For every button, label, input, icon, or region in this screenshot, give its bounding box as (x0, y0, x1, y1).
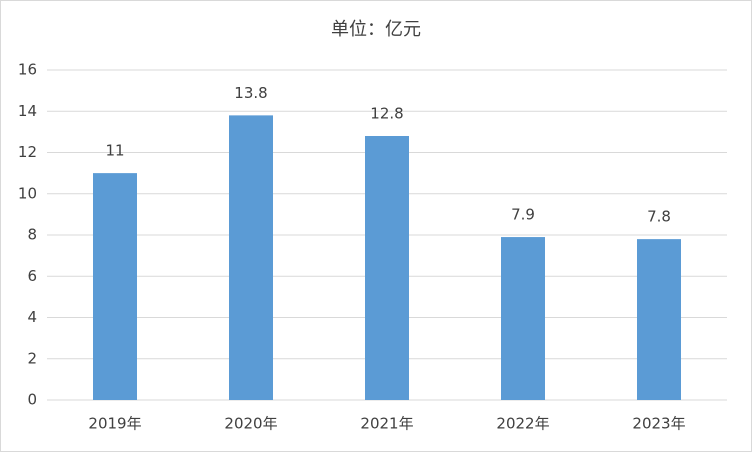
y-tick-label: 16 (18, 61, 37, 79)
data-label: 13.8 (234, 84, 267, 102)
chart-title: 单位：亿元 (331, 19, 421, 40)
x-tick-label: 2019年 (88, 415, 141, 433)
data-label: 11 (105, 142, 124, 160)
x-tick-label: 2020年 (224, 415, 277, 433)
bar (229, 115, 273, 400)
x-tick-label: 2022年 (496, 415, 549, 433)
bar (93, 173, 137, 400)
y-tick-label: 8 (27, 226, 37, 244)
data-label: 7.8 (647, 208, 671, 226)
y-tick-label: 6 (27, 267, 37, 285)
y-tick-label: 0 (27, 391, 37, 409)
bar (365, 136, 409, 400)
data-label: 7.9 (511, 206, 535, 224)
x-tick-label: 2021年 (360, 415, 413, 433)
y-tick-label: 2 (27, 349, 37, 367)
y-tick-label: 4 (27, 308, 37, 326)
x-tick-label: 2023年 (632, 415, 685, 433)
y-tick-label: 10 (18, 184, 37, 202)
data-label: 12.8 (370, 105, 403, 123)
y-tick-label: 14 (18, 102, 37, 120)
bar (637, 239, 681, 400)
y-tick-label: 12 (18, 143, 37, 161)
bar (501, 237, 545, 400)
